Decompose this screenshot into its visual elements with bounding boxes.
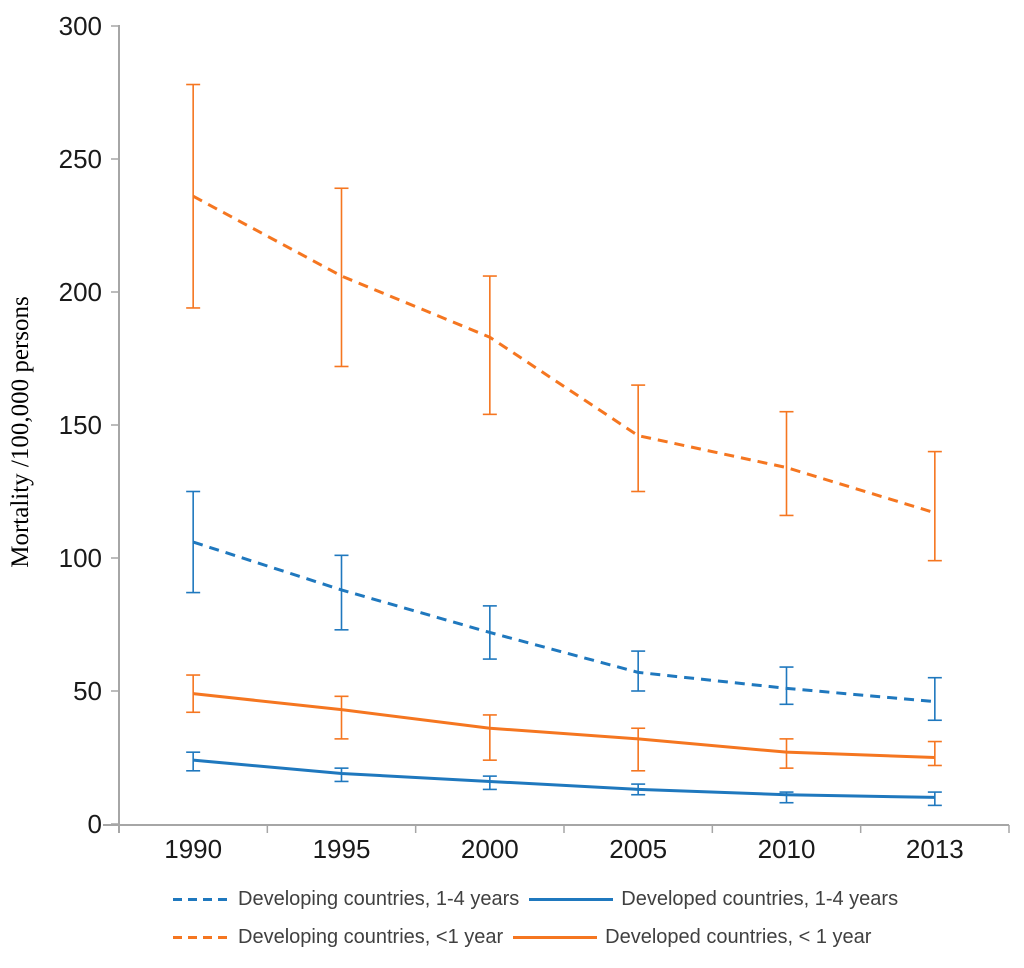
- series-line-2: [192, 194, 936, 515]
- legend-row-1: Developing countries, 1-4 years Develope…: [173, 886, 908, 912]
- legend-label-developed-1-4: Developed countries, 1-4 years: [621, 887, 899, 910]
- legend: Developing countries, 1-4 years Develope…: [173, 886, 908, 950]
- y-tick-label: 100: [59, 543, 102, 573]
- y-tick-label: 200: [59, 277, 102, 307]
- series-line-3: [193, 692, 935, 759]
- y-tick-label: 300: [59, 11, 102, 41]
- legend-label-developing-under1: Developing countries, <1 year: [238, 925, 504, 948]
- y-tick-label: 150: [59, 410, 102, 440]
- y-axis-title: Mortality /100,000 persons: [7, 296, 34, 568]
- legend-swatch-solid-blue: [529, 897, 614, 901]
- x-tick-label: 2010: [758, 834, 816, 864]
- x-tick-label: 1990: [164, 834, 222, 864]
- legend-label-developed-under1: Developed countries, < 1 year: [605, 925, 872, 948]
- y-tick-label: 50: [73, 676, 102, 706]
- legend-label-developing-1-4: Developing countries, 1-4 years: [238, 887, 520, 910]
- legend-swatch-dashed-orange: [173, 935, 230, 939]
- x-tick-label: 2005: [609, 834, 667, 864]
- y-tick-label: 0: [88, 809, 102, 839]
- legend-swatch-solid-orange: [513, 935, 598, 939]
- y-tick-label: 250: [59, 144, 102, 174]
- plot-area: 0 50 100 150 200 250 300 1990 1995 2000 2005 2010 20…: [59, 11, 1010, 864]
- series-line-0: [192, 540, 935, 704]
- x-tick-label: 1995: [313, 834, 371, 864]
- series-line-1: [193, 758, 935, 799]
- x-tick-label: 2013: [906, 834, 964, 864]
- legend-swatch-dashed-blue: [173, 897, 230, 901]
- legend-row-2: Developing countries, <1 year Developed …: [173, 924, 908, 950]
- x-tick-label: 2000: [461, 834, 519, 864]
